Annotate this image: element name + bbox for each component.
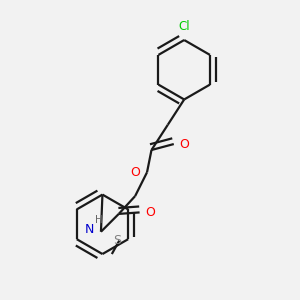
Text: H: H <box>95 215 103 225</box>
Text: Cl: Cl <box>178 20 190 34</box>
Text: O: O <box>130 166 140 179</box>
Text: O: O <box>145 206 155 219</box>
Text: O: O <box>180 138 190 151</box>
Text: S: S <box>113 234 121 247</box>
Text: N: N <box>85 223 94 236</box>
